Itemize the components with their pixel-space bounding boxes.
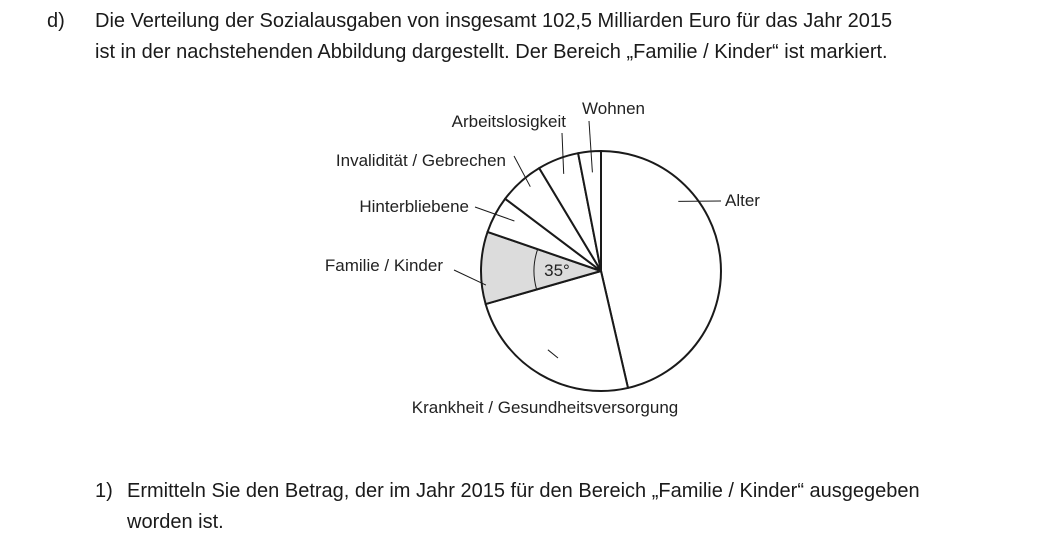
slice-label-invaliditaet-gebrechen: Invalidität / Gebrechen [336, 151, 506, 170]
part-description-line-2: ist in der nachstehenden Abbildung darge… [95, 41, 888, 63]
pie-slices [480, 149, 722, 392]
pie-slice-krankheit-gesundheitsversorgung [484, 270, 629, 392]
slice-label-krankheit-gesundheitsversorgung: Krankheit / Gesundheitsversorgung [412, 398, 679, 417]
pie-slice-alter [600, 150, 722, 389]
leader-line-krankheit-gesundheitsversorgung [547, 349, 559, 359]
task-description-line-1: Ermitteln Sie den Betrag, der im Jahr 20… [127, 480, 920, 502]
part-label: d) [47, 10, 65, 32]
task-label: 1) [95, 480, 113, 502]
leader-line-familie-kinder [453, 269, 487, 286]
slice-label-familie-kinder: Familie / Kinder [325, 256, 443, 275]
slice-label-alter: Alter [725, 191, 760, 210]
task-description: Ermitteln Sie den Betrag, der im Jahr 20… [127, 476, 1027, 538]
part-description: Die Verteilung der Sozialausgaben von in… [95, 6, 1025, 68]
pie-slice-wohnen [577, 149, 602, 272]
slice-labels: Alter Krankheit / Gesundheitsversorgung Fa… [325, 99, 760, 417]
part-description-line-1: Die Verteilung der Sozialausgaben von in… [95, 10, 893, 32]
leader-lines [453, 120, 722, 359]
leader-line-wohnen [588, 120, 593, 173]
angle-label: 35° [544, 261, 570, 280]
leader-line-arbeitslosigkeit [561, 132, 565, 174]
leader-line-invaliditaet-gebrechen [513, 155, 531, 187]
slice-label-arbeitslosigkeit: Arbeitslosigkeit [452, 112, 567, 131]
angle-arc [533, 249, 539, 290]
task-description-line-2: worden ist. [127, 511, 224, 533]
leader-line-hinterbliebene [474, 206, 515, 222]
pie-slice-familie-kinder [480, 230, 602, 306]
slice-label-hinterbliebene: Hinterbliebene [359, 197, 469, 216]
slice-label-wohnen: Wohnen [582, 99, 645, 118]
